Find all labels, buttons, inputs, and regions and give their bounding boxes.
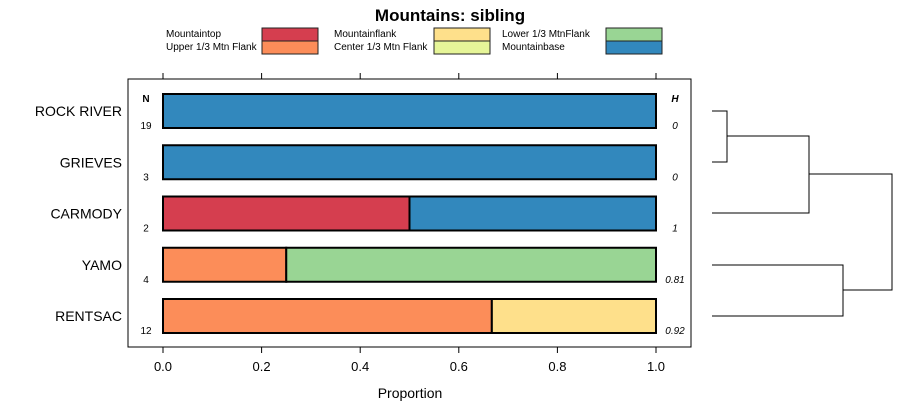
row-n: 19 bbox=[140, 121, 152, 132]
legend-swatch bbox=[433, 27, 491, 42]
row-h: 0.92 bbox=[665, 326, 685, 337]
bars: ROCK RIVER 19 0 GRIEVES 3 0 CARMODY 2 1 YAMO 4 0.81… bbox=[35, 93, 685, 337]
row-label: ROCK RIVER bbox=[35, 103, 122, 119]
dendrogram-branch bbox=[712, 110, 728, 163]
x-tick-label: 0.0 bbox=[154, 359, 172, 374]
n-header: N bbox=[142, 94, 149, 105]
legend-swatch bbox=[261, 40, 319, 55]
h-header: H bbox=[671, 94, 679, 105]
row-n: 3 bbox=[143, 172, 149, 183]
row-h: 0.81 bbox=[665, 275, 684, 286]
bar-segment bbox=[162, 93, 657, 129]
x-tick-label: 0.6 bbox=[450, 359, 468, 374]
chart-title: Mountains: sibling bbox=[375, 6, 525, 25]
row-label: YAMO bbox=[82, 257, 122, 273]
legend-label: Mountainflank bbox=[334, 29, 397, 40]
bar-segment bbox=[408, 195, 657, 232]
legend-label: Center 1/3 Mtn Flank bbox=[334, 42, 428, 53]
bar-segment bbox=[285, 246, 657, 283]
x-axis-label: Proportion bbox=[378, 385, 443, 401]
bar-segment bbox=[162, 298, 493, 334]
legend-swatch bbox=[261, 27, 319, 42]
legend-label: Lower 1/3 MtnFlank bbox=[502, 29, 591, 40]
row-h: 0 bbox=[672, 121, 678, 132]
x-tick-label: 0.8 bbox=[548, 359, 566, 374]
dendrogram-branch bbox=[712, 264, 844, 317]
bar-segment bbox=[162, 195, 411, 232]
legend-label: Mountaintop bbox=[166, 29, 221, 40]
x-tick-label: 1.0 bbox=[647, 359, 665, 374]
legend-swatch bbox=[433, 40, 491, 55]
legend: Mountaintop Upper 1/3 Mtn Flank Mountainfl… bbox=[166, 27, 663, 55]
dendrogram bbox=[712, 110, 893, 317]
bar-segment bbox=[162, 144, 657, 181]
row-h: 0 bbox=[672, 172, 678, 183]
legend-label: Upper 1/3 Mtn Flank bbox=[166, 42, 258, 53]
plot-frame bbox=[127, 78, 692, 348]
x-tick-label: 0.2 bbox=[253, 359, 271, 374]
x-tick-label: 0.4 bbox=[351, 359, 369, 374]
legend-label: Mountainbase bbox=[502, 42, 565, 53]
row-n: 2 bbox=[143, 224, 149, 235]
bar-segment bbox=[490, 298, 657, 334]
legend-swatch bbox=[605, 27, 663, 42]
row-h: 1 bbox=[672, 224, 678, 235]
row-n: 4 bbox=[143, 275, 149, 286]
row-label: RENTSAC bbox=[55, 308, 122, 324]
row-label: GRIEVES bbox=[60, 154, 122, 170]
dendrogram-branch bbox=[809, 173, 893, 291]
x-axis: 0.0 0.2 0.4 0.6 0.8 1.0 bbox=[154, 73, 665, 374]
row-n: 12 bbox=[140, 326, 152, 337]
row-label: CARMODY bbox=[50, 206, 122, 222]
legend-swatch bbox=[605, 40, 663, 55]
bar-segment bbox=[162, 246, 288, 283]
